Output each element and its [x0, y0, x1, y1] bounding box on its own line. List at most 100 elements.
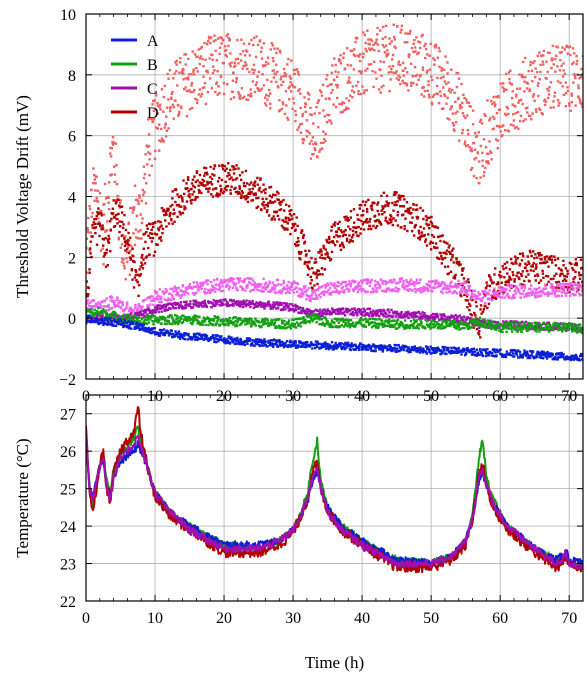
series-D-upper-point — [204, 102, 208, 106]
series-D-upper-point — [357, 70, 361, 73]
series-D-upper-point — [185, 114, 189, 118]
series-C-upper-point — [176, 292, 180, 295]
series-C-upper-point — [379, 278, 383, 281]
series-D-upper-point — [561, 85, 564, 88]
series-D-upper-point — [554, 54, 558, 58]
series-B-point — [244, 323, 247, 326]
series-D-upper-point — [150, 117, 153, 121]
series-C-lower-point — [332, 308, 335, 312]
series-C-lower-point — [86, 322, 88, 325]
series-C-upper-point — [232, 281, 235, 284]
series-D-upper-point — [474, 156, 478, 160]
series-D-lower-point — [138, 284, 141, 287]
series-C-upper-point — [437, 281, 440, 284]
series-C-upper-point — [574, 283, 577, 287]
series-C-lower-point — [367, 313, 370, 316]
series-D-upper-point — [432, 57, 435, 60]
series-C-upper-point — [534, 294, 537, 298]
series-B-point — [132, 314, 136, 318]
series-D-upper-point — [512, 113, 515, 116]
series-C-upper-point — [100, 305, 103, 308]
series-D-lower-point — [474, 300, 478, 304]
series-C-upper-point — [560, 291, 564, 294]
series-C-upper-point — [396, 287, 400, 291]
series-D-lower-point — [460, 294, 463, 298]
series-C-lower-point — [162, 305, 165, 308]
series-C-upper-point — [418, 281, 421, 285]
series-C-upper-point — [553, 293, 557, 296]
series-D-upper-point — [463, 96, 466, 100]
series-D-lower-point — [520, 274, 523, 277]
series-D-upper-point — [522, 119, 525, 123]
series-D-upper-point — [527, 114, 531, 117]
series-D-lower-point — [186, 176, 190, 179]
series-D-lower-point — [362, 228, 366, 231]
series-D-upper-point — [481, 151, 484, 155]
series-C-upper-point — [172, 290, 175, 293]
series-C-lower-point — [398, 312, 401, 315]
series-D-lower-point — [201, 178, 204, 181]
series-B-point — [98, 313, 101, 317]
series-D-upper-point — [270, 41, 273, 45]
series-B-point — [377, 322, 380, 325]
series-C-upper-point — [237, 281, 241, 284]
series-D-upper-point — [515, 95, 518, 98]
series-C-upper-point — [537, 286, 541, 289]
series-D-upper-point — [458, 139, 461, 142]
series-D-lower-point — [469, 304, 472, 307]
series-D-upper-point — [407, 89, 410, 92]
series-D-upper-point — [132, 232, 135, 235]
series-C-lower-point — [338, 307, 341, 311]
series-D-lower-point — [102, 244, 105, 247]
series-C-upper-point — [373, 279, 377, 283]
series-D-upper-point — [552, 63, 555, 66]
series-D-upper-point — [391, 64, 395, 68]
series-D-upper-point — [392, 35, 396, 39]
series-C-upper-point — [510, 284, 513, 287]
series-C-lower-point — [317, 312, 321, 316]
series-D-lower-point — [461, 269, 464, 272]
series-C-upper-point — [251, 279, 255, 282]
series-C-upper-point — [230, 278, 234, 282]
series-C-upper-point — [110, 306, 114, 310]
series-D-lower-point — [91, 235, 94, 238]
series-D-lower-point — [342, 246, 345, 249]
series-D-upper-point — [300, 122, 303, 126]
series-D-lower-point — [380, 194, 383, 198]
series-D-lower-point — [273, 218, 277, 221]
series-D-lower-point — [198, 173, 202, 177]
series-D-lower-point — [410, 229, 414, 233]
series-D-lower-point — [414, 208, 418, 212]
series-D-lower-point — [231, 178, 235, 182]
series-D-lower-point — [100, 214, 103, 217]
series-D-upper-point — [448, 118, 451, 121]
series-C-upper-point — [250, 289, 254, 292]
series-D-lower-point — [184, 206, 187, 210]
series-C-upper-point — [296, 282, 300, 286]
series-B-point — [412, 324, 415, 328]
series-D-lower-point — [101, 237, 105, 241]
series-D-lower-point — [413, 226, 416, 229]
series-D-upper-point — [214, 38, 217, 42]
series-D-lower-point — [261, 197, 264, 201]
series-C-upper-point — [288, 291, 291, 295]
series-D-lower-point — [507, 284, 511, 287]
series-C-upper-point — [342, 280, 345, 284]
series-D-lower-point — [501, 265, 504, 268]
series-D-lower-point — [347, 218, 351, 222]
series-C-upper-point — [474, 298, 477, 301]
series-D-lower-point — [281, 226, 285, 229]
series-D-upper-point — [216, 70, 219, 73]
series-D-lower-point — [153, 232, 157, 235]
series-D-lower-point — [400, 194, 403, 198]
series-D-upper-point — [243, 54, 247, 57]
series-D-upper-point — [254, 83, 258, 87]
series-D-upper-point — [375, 77, 378, 80]
series-D-lower-point — [352, 226, 355, 229]
series-B-point — [341, 317, 344, 321]
series-C-upper-point — [420, 288, 424, 291]
series-C-lower-point — [296, 305, 299, 309]
series-D-lower-point — [314, 258, 317, 261]
series-C-lower-point — [455, 316, 459, 319]
series-D-upper-point — [182, 78, 185, 81]
